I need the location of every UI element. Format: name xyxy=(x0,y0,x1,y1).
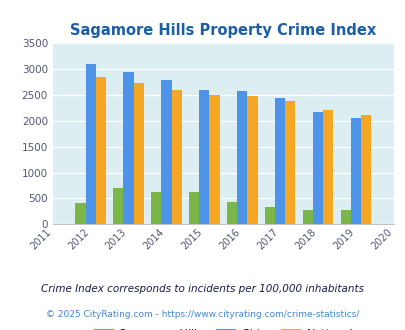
Bar xyxy=(302,210,312,224)
Text: © 2025 CityRating.com - https://www.cityrating.com/crime-statistics/: © 2025 CityRating.com - https://www.city… xyxy=(46,311,359,319)
Bar xyxy=(274,98,285,224)
Bar xyxy=(322,110,333,224)
Bar xyxy=(226,202,237,224)
Bar xyxy=(113,188,123,224)
Bar xyxy=(340,210,350,224)
Bar xyxy=(123,73,133,224)
Bar xyxy=(133,83,143,224)
Bar xyxy=(237,91,247,224)
Bar xyxy=(96,77,106,224)
Bar xyxy=(199,89,209,224)
Bar xyxy=(171,90,181,224)
Bar xyxy=(189,192,199,224)
Bar xyxy=(161,80,171,224)
Bar xyxy=(264,207,274,224)
Bar xyxy=(151,192,161,224)
Bar xyxy=(85,64,96,224)
Bar xyxy=(312,112,322,224)
Bar xyxy=(360,115,370,224)
Bar xyxy=(247,96,257,224)
Text: Crime Index corresponds to incidents per 100,000 inhabitants: Crime Index corresponds to incidents per… xyxy=(41,284,364,294)
Bar xyxy=(209,95,219,224)
Bar xyxy=(350,118,360,224)
Title: Sagamore Hills Property Crime Index: Sagamore Hills Property Crime Index xyxy=(70,22,375,38)
Bar xyxy=(75,203,85,224)
Legend: Sagamore Hills, Ohio, National: Sagamore Hills, Ohio, National xyxy=(89,324,357,330)
Bar xyxy=(285,102,295,224)
